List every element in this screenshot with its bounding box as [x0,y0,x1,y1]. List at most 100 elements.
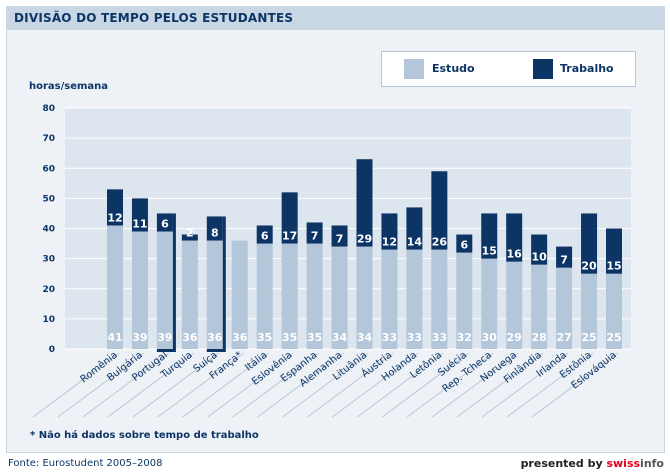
bar-work [556,246,573,268]
bar-study [481,258,498,349]
bar-label-study: 25 [581,331,596,344]
bar-label-work: 6 [261,230,269,243]
legend: Estudo Trabalho [381,51,636,87]
bar-study [131,231,148,349]
bar-work [256,225,273,244]
y-tick-label: 50 [42,194,55,204]
bar-study [256,243,273,349]
y-tick-label: 60 [42,164,55,174]
bar-work [181,234,198,241]
bar-label-work: 20 [581,260,597,273]
credit: presented by swissinfo [521,457,664,470]
y-tick-label: 30 [42,255,55,265]
bar-study [331,246,348,349]
bar-label-work: 10 [531,251,547,264]
credit-brand-swiss: swiss [606,457,641,470]
bar-work [456,234,473,253]
bar-study [506,261,523,349]
y-tick-label: 10 [42,315,55,325]
bar-study [606,273,622,349]
category-leader-line [82,352,170,418]
bar-label-study: 30 [482,331,498,344]
category-leader-line [257,352,344,418]
bar-work [131,198,148,232]
bar-label-work: 6 [161,218,169,231]
y-tick-labels: 0 10 20 30 40 50 60 70 80 [42,104,55,355]
bar-label-work: 14 [407,236,423,249]
bar-label-study: 39 [157,331,172,344]
bar-study [531,264,548,349]
bar-label-study: 36 [182,331,198,344]
credit-brand-info: info [640,457,664,470]
highlight-edge [206,349,226,352]
bar-label-work: 6 [460,239,468,252]
bar-label-work: 8 [211,227,219,240]
bar-label-study: 28 [531,331,546,344]
chart-title: DIVISÃO DO TEMPO PELOS ESTUDANTES [14,11,294,25]
bar-study [581,273,598,349]
bar-work [356,159,373,247]
bar-label-study: 39 [132,331,147,344]
bar-label-study: 29 [507,331,522,344]
bar-study [556,267,573,349]
bar-label-work: 15 [606,260,621,273]
category-labels: RomêniaBulgáriaPortugalTurquiaSuíçaFranç… [32,348,619,418]
category-leader-line [332,352,419,418]
bar-study [381,249,398,349]
bar-study [406,249,423,349]
y-tick-label: 70 [42,134,55,144]
y-tick-label: 0 [49,345,55,355]
category-leader-line [232,352,319,418]
bar-label-work: 12 [382,236,397,249]
category-leader-line [406,352,494,418]
bar-work [331,225,348,247]
bar-work [206,216,223,241]
bar-study [206,240,223,349]
bar-label-study: 33 [382,331,397,344]
category-leader-line [132,352,220,418]
bar-work [281,192,298,244]
bar-label-study: 36 [207,331,223,344]
footnote: * Não há dados sobre tempo de trabalho [30,430,259,441]
category-leader-line [157,352,245,418]
category-leader-line [357,352,444,418]
legend-label-study: Estudo [432,62,475,75]
y-tick-label: 80 [42,104,55,114]
bar-label-study: 32 [457,331,472,344]
y-tick-label: 40 [42,225,55,235]
category-leader-line [382,352,469,418]
legend-label-work: Trabalho [560,62,614,75]
bar-work [481,213,498,259]
bar-work [606,228,622,274]
bar-label-study: 36 [232,331,248,344]
y-axis-label: horas/semana [29,81,109,92]
category-leader-line [481,352,569,418]
category-leader-line [431,352,519,418]
category-leader-line [456,352,544,418]
bar-label-study: 35 [307,331,322,344]
bar-work [306,222,323,244]
bars [107,159,622,352]
bar-label-study: 33 [407,331,422,344]
bar-study [156,231,173,349]
category-leader-line [107,352,195,418]
bar-label-work: 16 [507,248,523,261]
bar-label-work: 7 [560,254,568,267]
bar-study [107,225,123,349]
bar-study [431,249,448,349]
bar-label-study: 35 [257,331,272,344]
bar-label-work: 12 [107,211,122,224]
bar-work [531,234,548,265]
bar-label-study: 27 [556,331,571,344]
bar-study [356,246,373,349]
bar-study [231,240,248,349]
bar-labels: 41 12 39 11 39 6 36 2 36 8 36 35 6 35 17 35 7 34 7 34 29 33 12… [107,211,621,344]
bar-label-work: 26 [432,236,448,249]
highlight-edge [222,216,226,349]
bar-label-study: 34 [332,331,348,344]
category-leader-line [282,352,369,418]
bar-work [581,213,598,274]
category-leader-line [32,352,120,418]
bar-label-work: 29 [357,233,372,246]
bar-label-work: 7 [336,233,344,246]
